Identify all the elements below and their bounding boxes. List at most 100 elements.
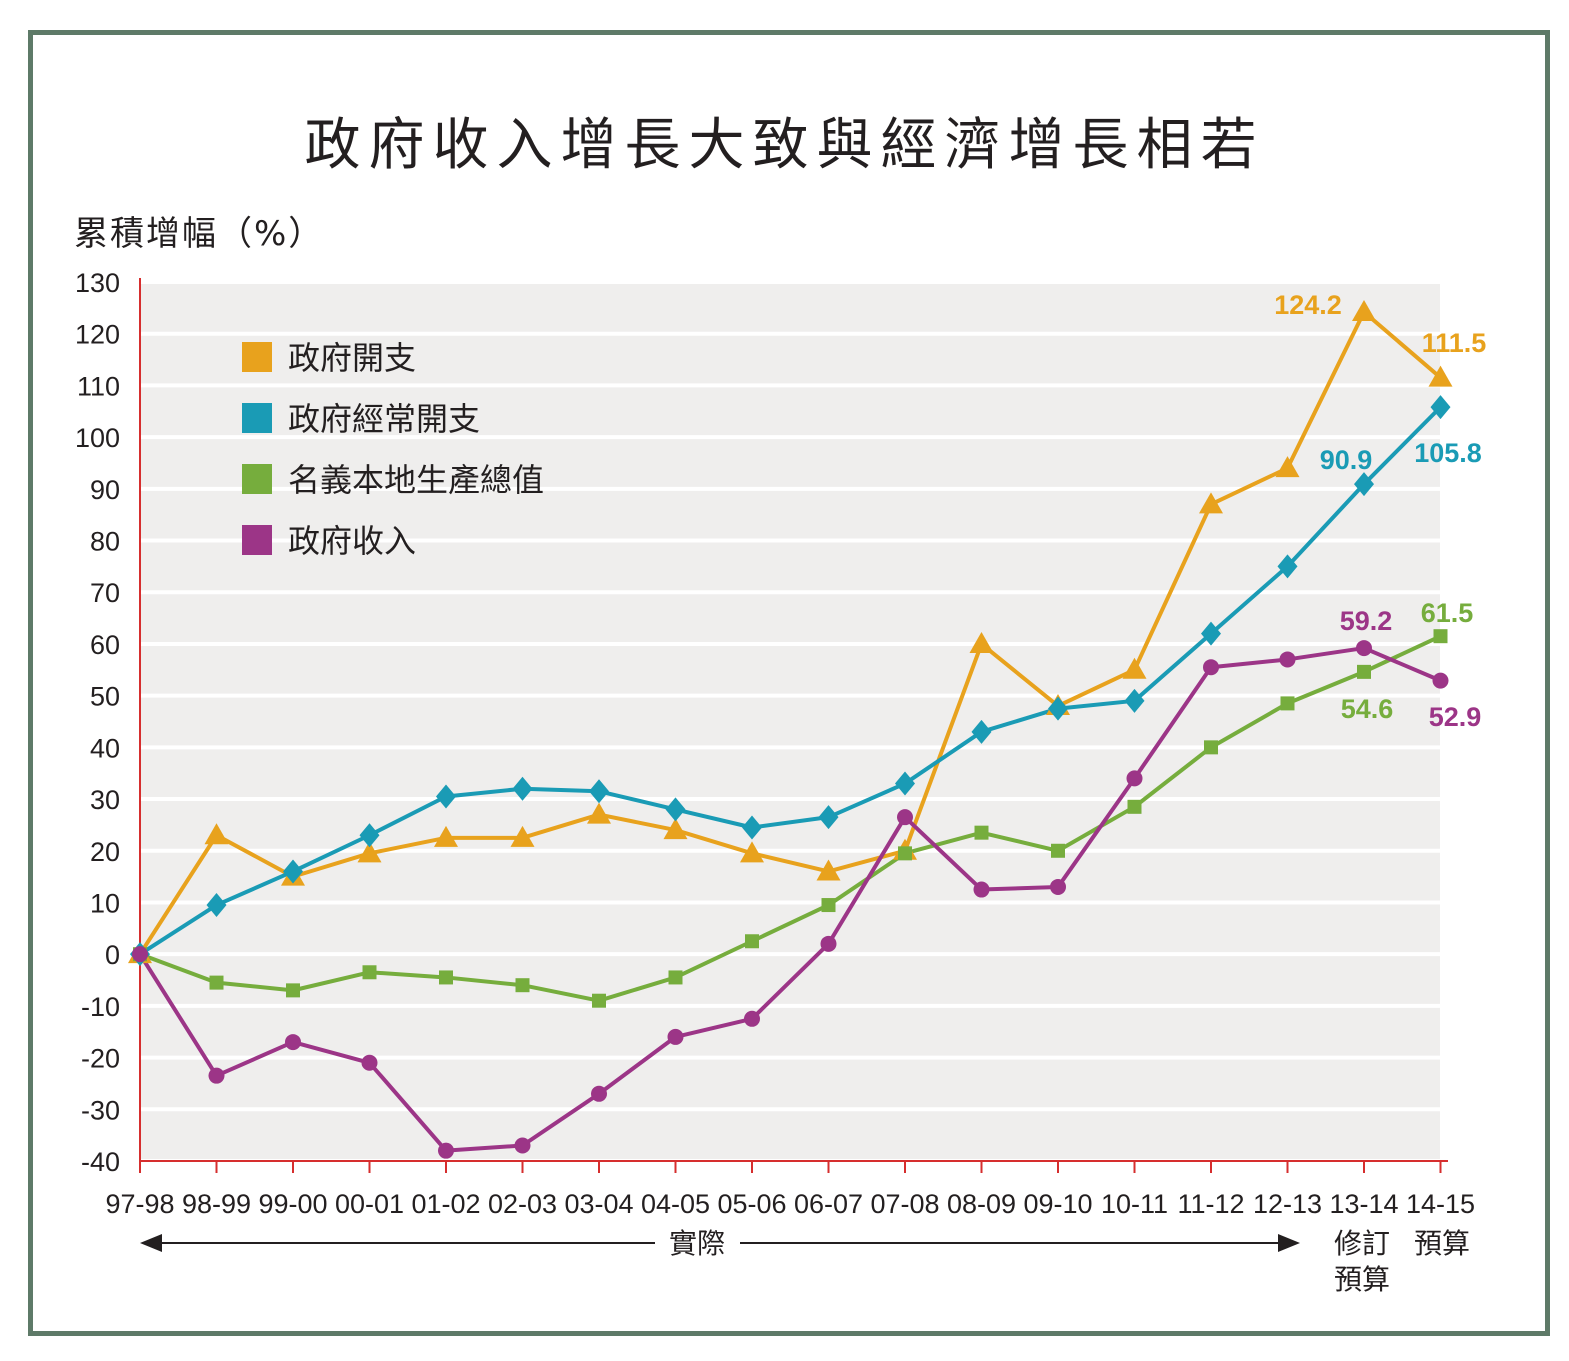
circle-marker bbox=[132, 946, 148, 963]
diamond-marker bbox=[589, 779, 609, 804]
square-marker bbox=[1280, 696, 1295, 711]
y-tick-label: 70 bbox=[90, 578, 120, 608]
diamond-marker bbox=[206, 893, 227, 918]
y-tick-label: 50 bbox=[90, 682, 120, 712]
circle-marker bbox=[1356, 640, 1372, 657]
arrow-head-left bbox=[140, 1234, 162, 1252]
triangle-marker bbox=[510, 825, 535, 847]
square-marker bbox=[974, 825, 989, 840]
circle-marker bbox=[1050, 878, 1066, 895]
legend-label: 名義本地生產總值 bbox=[288, 461, 544, 499]
diamond-marker bbox=[1124, 688, 1145, 713]
diamond-marker bbox=[359, 823, 380, 848]
data-label: 61.5 bbox=[1421, 598, 1474, 628]
y-tick-labels: 1301201101009080706050403020100-10-20-30… bbox=[75, 268, 120, 1177]
triangle-marker bbox=[357, 841, 382, 863]
data-label: 54.6 bbox=[1341, 694, 1394, 724]
chart-title: 政府收入增長大致與經濟增長相若 bbox=[304, 113, 1265, 178]
square-marker bbox=[1433, 629, 1448, 644]
square-marker bbox=[821, 898, 836, 913]
x-tick-label: 05-06 bbox=[717, 1189, 786, 1219]
y-tick-label: 90 bbox=[90, 475, 120, 505]
data-label: 105.8 bbox=[1414, 438, 1482, 468]
revised-estimate-label-line1: 修訂 bbox=[1334, 1227, 1390, 1260]
square-marker bbox=[439, 970, 453, 985]
chart-frame bbox=[28, 30, 1550, 1336]
arrow-head-right bbox=[1278, 1234, 1300, 1252]
y-tick-label: 60 bbox=[90, 630, 120, 660]
circle-marker bbox=[667, 1028, 684, 1045]
circle-marker bbox=[897, 809, 913, 826]
triangle-marker bbox=[740, 841, 764, 863]
square-marker bbox=[1051, 843, 1065, 858]
square-marker bbox=[668, 970, 683, 985]
circle-marker bbox=[1126, 770, 1143, 787]
diamond-marker bbox=[1354, 472, 1374, 497]
triangle-marker bbox=[969, 631, 994, 653]
y-tick-label: -20 bbox=[81, 1044, 120, 1074]
x-tick-label: 14-15 bbox=[1406, 1189, 1475, 1219]
square-marker bbox=[362, 965, 377, 980]
legend-label: 政府開支 bbox=[288, 339, 416, 377]
diamond-marker bbox=[1048, 696, 1068, 721]
circle-marker bbox=[591, 1085, 607, 1102]
x-tick-label: 00-01 bbox=[335, 1189, 404, 1219]
triangle-marker bbox=[1428, 365, 1453, 387]
triangle-marker bbox=[1352, 299, 1376, 321]
y-tick-label: 110 bbox=[77, 371, 120, 401]
square-marker bbox=[515, 978, 530, 993]
square-marker bbox=[898, 846, 912, 861]
series-lines bbox=[138, 309, 1442, 1153]
actual-label: 實際 bbox=[669, 1227, 725, 1260]
x-tick-label: 09-10 bbox=[1023, 1189, 1092, 1219]
x-tick-label: 10-11 bbox=[1101, 1189, 1168, 1219]
x-tick-label: 06-07 bbox=[794, 1189, 863, 1219]
y-tick-label: 10 bbox=[90, 888, 120, 918]
data-label: 111.5 bbox=[1422, 328, 1487, 358]
y-tick-label: 100 bbox=[75, 423, 120, 453]
x-tick-label: 99-00 bbox=[258, 1189, 327, 1219]
x-tick-label: 12-13 bbox=[1253, 1189, 1322, 1219]
revised-estimate-label-line2: 預算 bbox=[1334, 1263, 1390, 1296]
series-line bbox=[138, 309, 1442, 956]
square-marker bbox=[1357, 664, 1371, 679]
y-tick-label: 20 bbox=[90, 837, 120, 867]
diamond-marker bbox=[895, 771, 915, 796]
series-markers bbox=[128, 299, 1453, 1159]
square-marker bbox=[286, 983, 300, 998]
data-labels: 124.2 111.5 90.9 105.8 59.2 61.5 54.6 52.9 bbox=[1274, 290, 1486, 732]
diamond-marker bbox=[665, 797, 686, 822]
x-tick-label: 98-99 bbox=[182, 1189, 251, 1219]
circle-marker bbox=[361, 1054, 378, 1071]
y-tick-label: 120 bbox=[75, 320, 120, 350]
diamond-marker bbox=[512, 776, 533, 801]
axes bbox=[139, 278, 1448, 1173]
legend-swatch bbox=[242, 464, 272, 494]
square-marker bbox=[1204, 740, 1218, 755]
x-tick-label: 02-03 bbox=[488, 1189, 557, 1219]
y-tick-label: -40 bbox=[81, 1147, 120, 1177]
series-line bbox=[138, 646, 1442, 1153]
y-tick-label: 80 bbox=[90, 527, 120, 557]
data-label: 124.2 bbox=[1274, 290, 1342, 320]
triangle-marker bbox=[204, 823, 229, 845]
estimate-label: 預算 bbox=[1414, 1227, 1470, 1260]
diamond-marker bbox=[436, 784, 456, 809]
diamond-marker bbox=[1201, 621, 1221, 646]
triangle-marker bbox=[587, 802, 611, 824]
y-tick-label: 30 bbox=[90, 785, 120, 815]
circle-marker bbox=[1432, 672, 1449, 689]
square-marker bbox=[209, 975, 224, 990]
square-marker bbox=[745, 934, 759, 949]
diamond-marker bbox=[1277, 554, 1298, 579]
circle-marker bbox=[973, 881, 990, 898]
triangle-marker bbox=[1122, 657, 1147, 679]
circle-marker bbox=[744, 1010, 760, 1027]
circle-marker bbox=[438, 1142, 454, 1159]
y-axis-label: 累積增幅（%） bbox=[74, 214, 325, 254]
diamond-marker bbox=[818, 805, 839, 830]
circle-marker bbox=[514, 1137, 531, 1154]
